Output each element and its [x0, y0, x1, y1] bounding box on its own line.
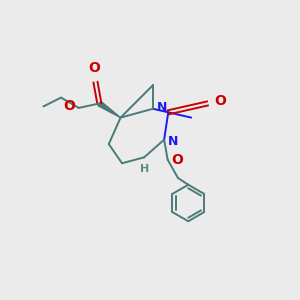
Text: N: N [168, 135, 178, 148]
Text: H: H [140, 164, 149, 173]
Polygon shape [98, 101, 121, 118]
Text: N: N [157, 101, 167, 114]
Text: O: O [214, 94, 226, 107]
Text: O: O [63, 99, 75, 113]
Text: O: O [171, 153, 183, 167]
Text: O: O [88, 61, 100, 75]
